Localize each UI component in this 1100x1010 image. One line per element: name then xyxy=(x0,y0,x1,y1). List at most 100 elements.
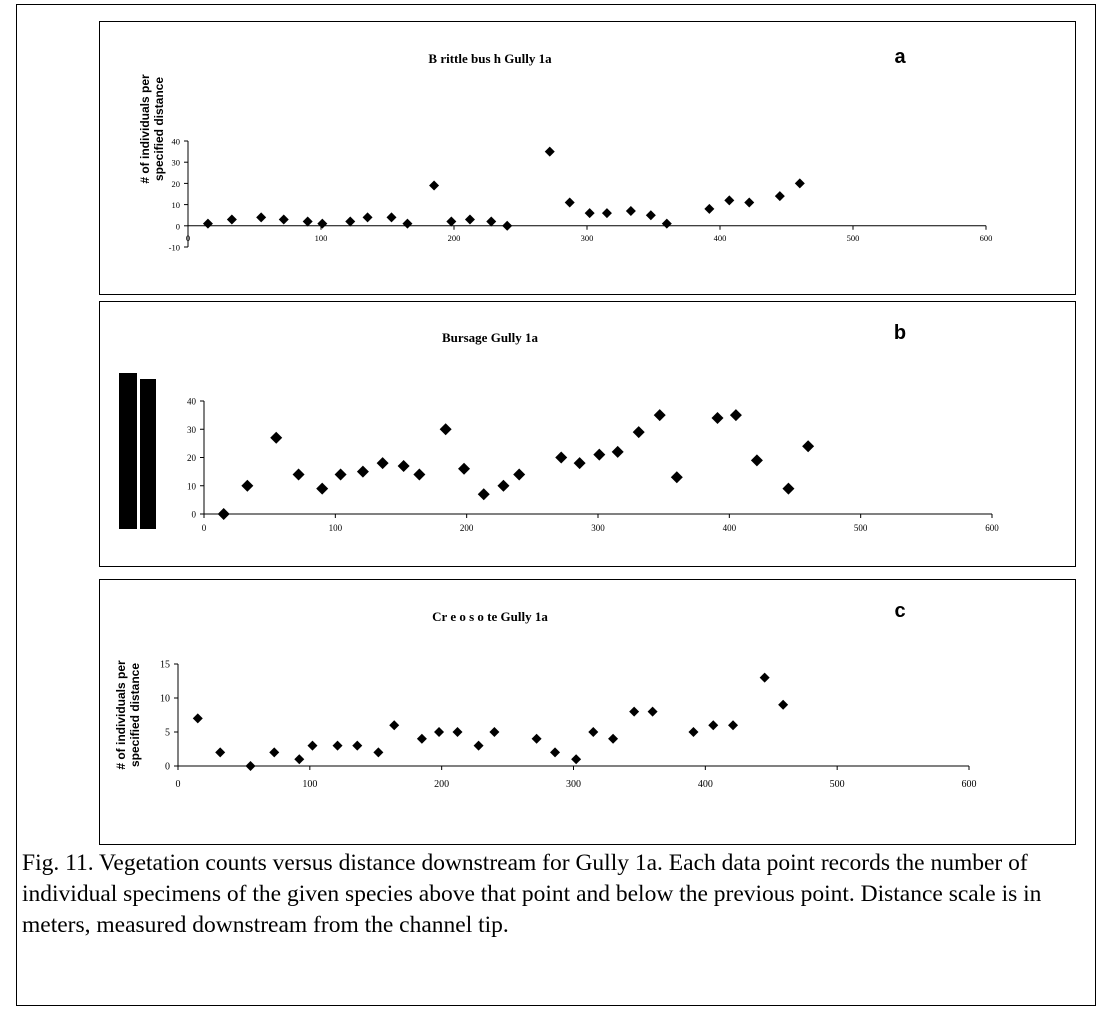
data-point-b xyxy=(497,479,510,492)
data-point-c xyxy=(489,727,500,737)
data-point-c xyxy=(352,740,363,751)
x-tick-label: 100 xyxy=(329,523,343,533)
data-point-b xyxy=(750,454,763,467)
x-tick-label: 100 xyxy=(315,233,328,243)
data-point-a xyxy=(544,146,555,157)
data-point-c xyxy=(688,727,699,737)
x-tick-label: 500 xyxy=(854,523,868,533)
data-point-c xyxy=(269,747,280,758)
y-tick-label: 20 xyxy=(172,179,181,189)
x-tick-label: 600 xyxy=(980,233,993,243)
chart-panel-c: Cr e o s o te Gully 1a c 0 5 10 15 0 100 200 300 4… xyxy=(99,579,1076,845)
data-point-a xyxy=(278,214,289,225)
x-tick-label: 200 xyxy=(448,233,461,243)
y-tick-label: 0 xyxy=(192,510,197,520)
data-point-a xyxy=(645,210,656,221)
data-point-c xyxy=(307,740,318,751)
data-point-c xyxy=(373,747,384,758)
data-point-a xyxy=(362,212,373,223)
y-tick-label: 0 xyxy=(176,221,180,231)
y-axis-label: # of individuals perspecified distance xyxy=(114,660,142,770)
data-point-c xyxy=(389,720,400,731)
data-point-c xyxy=(608,733,619,744)
chart-title: Bursage Gully 1a xyxy=(442,330,539,345)
data-point-c xyxy=(531,733,542,744)
y-tick-label: 20 xyxy=(187,453,197,463)
data-point-b xyxy=(458,462,471,475)
data-point-a xyxy=(502,220,513,231)
y-tick-label: 40 xyxy=(187,397,197,407)
data-point-b xyxy=(729,409,742,422)
data-point-a xyxy=(345,216,356,227)
data-point-a xyxy=(446,216,457,227)
x-tick-label: 0 xyxy=(186,233,190,243)
data-point-b xyxy=(782,482,795,495)
chart-panel-a: B rittle bus h Gully 1a a -10 0 10 20 30 40 0 100… xyxy=(99,21,1076,295)
data-point-c xyxy=(473,740,484,751)
y-axis-label: # of individuals perspecified distance xyxy=(138,74,166,184)
data-point-c xyxy=(588,727,599,737)
data-point-a xyxy=(661,218,672,229)
y-axis-label-line: specified distance xyxy=(152,77,166,181)
data-point-a xyxy=(429,180,440,191)
chart-title: B rittle bus h Gully 1a xyxy=(428,51,552,66)
data-point-a xyxy=(625,205,636,216)
data-point-a xyxy=(744,197,755,208)
data-point-a xyxy=(601,208,612,219)
data-point-c xyxy=(571,754,582,765)
data-point-a xyxy=(724,195,735,206)
data-point-b xyxy=(711,411,724,424)
data-point-a xyxy=(202,218,213,229)
data-point-a xyxy=(226,214,237,225)
y-tick-label: 10 xyxy=(172,200,181,210)
data-point-c xyxy=(629,706,640,717)
figure-caption: Fig. 11. Vegetation counts versus distan… xyxy=(22,850,1042,938)
x-tick-label: 0 xyxy=(176,779,181,790)
x-tick-label: 400 xyxy=(714,233,727,243)
x-tick-label: 100 xyxy=(302,779,317,790)
data-point-a xyxy=(464,214,475,225)
y-axis-label-text: # of individuals perspecified distance xyxy=(114,660,142,770)
x-tick-label: 400 xyxy=(698,779,713,790)
data-point-c xyxy=(550,747,561,758)
x-tick-label: 400 xyxy=(723,523,737,533)
x-tick-label: 500 xyxy=(830,779,845,790)
chart-c-svg: Cr e o s o te Gully 1a c 0 5 10 15 0 100 200 300 4… xyxy=(114,600,977,790)
data-point-a xyxy=(704,203,715,214)
data-point-b xyxy=(292,468,305,481)
data-point-b xyxy=(802,440,815,453)
figure-frame xyxy=(16,4,1096,1006)
data-point-b xyxy=(439,423,452,436)
y-axis-label-line: # of individuals per xyxy=(114,660,128,770)
data-point-c xyxy=(434,727,445,737)
data-point-c xyxy=(452,727,463,737)
panel-label: c xyxy=(894,600,905,622)
x-tick-label: 200 xyxy=(460,523,474,533)
data-point-b xyxy=(513,468,526,481)
data-point-b xyxy=(217,508,230,520)
y-tick-label: 0 xyxy=(165,762,170,773)
data-point-a xyxy=(794,178,805,189)
y-tick-label: 30 xyxy=(172,158,181,168)
x-tick-label: 300 xyxy=(581,233,594,243)
data-point-b xyxy=(356,465,369,478)
data-point-c xyxy=(647,706,658,717)
chart-title: Cr e o s o te Gully 1a xyxy=(432,609,548,624)
data-point-b xyxy=(241,479,254,492)
y-axis-label-line: specified distance xyxy=(128,663,142,767)
data-point-b xyxy=(573,457,586,470)
data-point-b xyxy=(670,471,683,484)
data-point-a xyxy=(256,212,267,223)
data-point-c xyxy=(778,699,789,710)
data-point-c xyxy=(759,672,770,683)
panel-label: a xyxy=(894,46,906,68)
x-tick-label: 600 xyxy=(962,779,977,790)
data-point-b xyxy=(555,451,568,464)
panel-label: b xyxy=(894,322,906,344)
y-tick-label: 10 xyxy=(187,481,197,491)
data-point-c xyxy=(416,733,427,744)
y-tick-label: 10 xyxy=(160,694,170,705)
data-point-c xyxy=(294,754,305,765)
data-point-a xyxy=(317,218,328,229)
